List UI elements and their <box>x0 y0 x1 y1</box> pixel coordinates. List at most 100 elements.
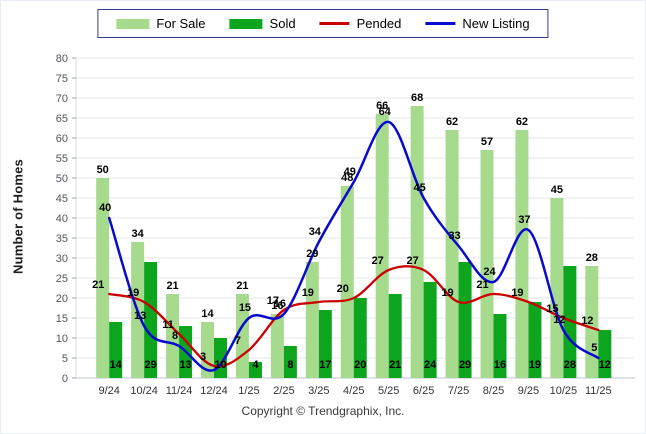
pended-value-label: 27 <box>372 255 384 267</box>
new-listing-value-label: 8 <box>172 330 178 342</box>
pended-value-label: 15 <box>546 303 558 315</box>
sold-bar <box>458 262 472 378</box>
for-sale-bar <box>515 130 529 378</box>
new-listing-value-label: 33 <box>448 230 460 242</box>
y-tick-label: 20 <box>56 293 68 305</box>
x-axis-label: 7/25 <box>448 385 469 397</box>
new-listing-value-label: 64 <box>379 106 392 118</box>
sold-bar <box>528 302 542 378</box>
sold-value-label: 21 <box>389 359 401 371</box>
sold-bar <box>423 282 437 378</box>
chart-legend: For Sale Sold Pended New Listing <box>97 9 549 38</box>
sold-value-label: 28 <box>564 359 576 371</box>
sold-value-label: 8 <box>287 359 293 371</box>
pended-value-label: 11 <box>162 319 174 331</box>
for-sale-value-label: 34 <box>132 228 145 240</box>
sold-value-label: 14 <box>110 359 123 371</box>
sold-bar <box>598 330 612 378</box>
pended-line <box>108 265 600 368</box>
legend-label: For Sale <box>156 16 206 31</box>
new-listing-value-label: 24 <box>483 266 496 278</box>
y-tick-label: 75 <box>56 73 68 85</box>
x-axis-label: 8/25 <box>483 385 504 397</box>
sold-bar <box>109 322 123 378</box>
x-axis-label: 11/24 <box>166 385 193 397</box>
x-axis-label: 5/25 <box>378 385 399 397</box>
x-axis-label: 11/25 <box>585 385 612 397</box>
y-tick-label: 10 <box>56 333 68 345</box>
new-listing-line <box>107 120 600 372</box>
y-tick-label: 15 <box>56 313 68 325</box>
for-sale-value-label: 66 <box>376 100 388 112</box>
for-sale-value-label: 21 <box>166 280 178 292</box>
for-sale-bar <box>340 186 354 378</box>
sold-value-label: 12 <box>599 359 611 371</box>
y-tick-label: 50 <box>56 173 68 185</box>
pended-value-label: 21 <box>476 279 488 291</box>
for-sale-bar <box>166 294 180 378</box>
x-axis-label: 3/25 <box>308 385 329 397</box>
pended-value-label: 17 <box>267 295 279 307</box>
y-tick-label: 70 <box>56 93 68 105</box>
sold-bar <box>388 294 402 378</box>
for-sale-value-label: 21 <box>236 280 248 292</box>
for-sale-value-label: 68 <box>411 92 423 104</box>
legend-item-sold: Sold <box>229 16 296 31</box>
sold-bar <box>318 310 332 378</box>
sold-value-label: 20 <box>354 359 366 371</box>
legend-label: New Listing <box>462 16 530 31</box>
legend-item-pended: Pended <box>319 16 402 31</box>
for-sale-swatch-icon <box>116 18 150 29</box>
for-sale-bar <box>550 198 564 378</box>
for-sale-bar <box>305 262 319 378</box>
legend-item-new-listing: New Listing <box>425 16 530 31</box>
pended-value-label: 19 <box>441 287 453 299</box>
new-listing-value-label: 45 <box>414 182 426 194</box>
for-sale-value-label: 57 <box>481 136 493 148</box>
sold-value-label: 29 <box>145 359 157 371</box>
x-axis-label: 9/25 <box>518 385 539 397</box>
new-listing-value-label: 13 <box>134 310 146 322</box>
legend-label: Pended <box>356 16 402 31</box>
x-axis-label: 1/25 <box>238 385 259 397</box>
pended-value-label: 27 <box>407 255 419 267</box>
x-axis-label: 4/25 <box>343 385 364 397</box>
y-tick-label: 55 <box>56 153 68 165</box>
pended-value-label: 3 <box>200 351 206 363</box>
for-sale-value-label: 28 <box>586 252 598 264</box>
y-tick-label: 30 <box>56 253 68 265</box>
y-tick-label: 65 <box>56 113 68 125</box>
new-listing-value-label: 49 <box>344 166 356 178</box>
y-tick-label: 5 <box>62 353 68 365</box>
for-sale-value-label: 16 <box>271 300 283 312</box>
for-sale-value-label: 45 <box>551 184 563 196</box>
legend-item-for-sale: For Sale <box>116 16 206 31</box>
sold-bar <box>353 298 367 378</box>
x-axis-label: 10/25 <box>550 385 578 397</box>
x-axis-label: 12/24 <box>200 385 228 397</box>
sold-value-label: 24 <box>424 359 437 371</box>
sold-swatch-icon <box>229 18 263 29</box>
x-axis-label: 9/24 <box>98 385 119 397</box>
y-tick-label: 80 <box>56 53 68 65</box>
for-sale-value-label: 29 <box>306 248 318 260</box>
pended-value-label: 19 <box>127 287 139 299</box>
pended-value-label: 12 <box>581 315 593 327</box>
legend-label: Sold <box>269 16 296 31</box>
sold-value-label: 29 <box>459 359 471 371</box>
y-tick-label: 25 <box>56 273 68 285</box>
sold-bar <box>248 362 262 378</box>
for-sale-bar <box>585 266 599 378</box>
sold-value-label: 19 <box>529 359 541 371</box>
for-sale-value-label: 14 <box>201 308 214 320</box>
y-tick-label: 40 <box>56 213 68 225</box>
for-sale-bar <box>270 314 284 378</box>
pended-value-label: 19 <box>511 287 523 299</box>
sold-bar <box>563 266 577 378</box>
pended-value-label: 20 <box>337 283 349 295</box>
new-listing-value-label: 12 <box>553 314 565 326</box>
x-axis-label: 10/24 <box>130 385 158 397</box>
for-sale-value-label: 62 <box>516 116 528 128</box>
